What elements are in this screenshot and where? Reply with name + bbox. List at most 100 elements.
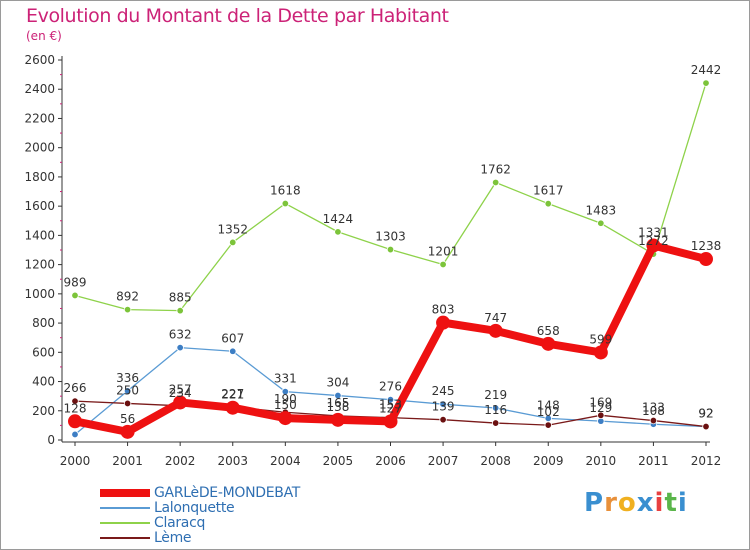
series-1-point [278,411,293,426]
series-1-point [541,336,556,351]
data-label: 221 [221,388,244,402]
x-tick-label: 2003 [217,454,248,468]
series-3-point [702,79,710,87]
series-3-point [386,245,395,254]
data-label: 1617 [533,184,564,198]
data-label: 102 [537,405,560,419]
y-tick-label: 2600 [24,53,55,67]
data-label: 165 [326,396,349,410]
x-tick-label: 2009 [533,454,564,468]
series-2-point [439,400,447,408]
logo-letter: P [584,488,605,518]
series-2-point [334,391,342,400]
y-tick-label: 1200 [24,258,55,272]
x-tick-label: 2001 [112,454,143,468]
data-label: 803 [432,303,455,317]
legend-label: GARLèDE-MONDEBAT [154,485,301,501]
series-2-point [229,347,237,355]
series-3-point [334,228,342,236]
data-label: 138 [326,400,349,414]
data-label: 336 [116,371,139,385]
series-1-point [225,400,240,415]
series-1-point [436,315,451,330]
series-1-point [488,323,503,338]
data-label: 1618 [270,184,301,198]
series-1-point [646,238,661,253]
legend-swatch [100,537,150,539]
data-label: 108 [642,404,665,418]
series-2-point [176,343,184,352]
series-2-point [123,387,132,395]
x-tick-label: 2005 [323,454,354,468]
series-1-point [383,414,398,429]
chart-subtitle: (en €) [26,29,62,43]
series-line-3 [74,82,707,312]
series-1-point [68,414,82,429]
data-label: 1238 [691,239,722,253]
y-tick-label: 2000 [24,141,55,155]
data-label: 1201 [428,244,459,258]
series-3-point [229,238,237,247]
x-tick-label: 2006 [375,454,406,468]
data-label: 219 [484,388,507,402]
data-label: 127 [379,401,402,415]
series-1-point [593,345,608,360]
series-1-point [699,252,713,267]
legend-swatch [100,489,150,497]
data-label: 133 [642,401,665,415]
y-tick-label: 1400 [24,228,55,242]
data-label: 892 [116,290,139,304]
data-label: 1483 [586,203,617,217]
y-tick-label: 2400 [24,82,55,96]
series-4-point [649,416,658,425]
series-1-point [120,424,135,439]
logo-letter: i [654,488,665,518]
data-label: 148 [537,398,560,412]
series-2-point [386,395,395,404]
series-3-point [544,199,552,208]
data-label: 1272 [638,234,669,248]
logo-letter: r [604,488,618,518]
data-label: 139 [432,400,455,414]
legend-swatch [100,522,150,524]
y-tick-label: 800 [32,316,55,330]
y-tick-label: 200 [32,404,55,418]
series-4-point [439,415,447,424]
data-label: 276 [379,380,402,394]
legend-swatch [100,507,150,509]
series-1-point [330,412,345,427]
data-label: 1331 [638,225,669,239]
legend-label: Lème [154,530,192,546]
data-label: 632 [169,328,192,342]
x-tick-label: 2012 [691,454,722,468]
logo-letter: i [677,488,688,518]
data-label: 245 [432,384,455,398]
series-3-point [491,178,500,187]
x-tick-label: 2007 [428,454,459,468]
series-1-point [173,395,188,410]
data-label: 1303 [375,230,406,244]
y-tick-label: 600 [32,345,55,359]
legend-label: Claracq [154,515,206,531]
data-label: 169 [589,395,612,409]
data-label: 266 [64,381,87,395]
data-label: 1762 [480,162,511,176]
data-label: 599 [589,332,612,346]
data-label: 56 [120,412,135,426]
series-4-point [702,422,710,431]
series-4-point [544,421,552,429]
series-2-point [491,404,500,412]
x-tick-label: 2008 [480,454,511,468]
data-label: 1352 [217,222,248,236]
data-label: 1424 [323,212,354,226]
series-3-point [176,306,184,315]
data-label: 150 [274,398,297,412]
legend-label: Lalonquette [154,500,235,516]
data-label: 129 [589,401,612,415]
logo-letter: x [636,488,655,518]
data-label: 234 [169,386,192,400]
series-4-point [597,411,605,419]
data-label: 607 [221,331,244,345]
